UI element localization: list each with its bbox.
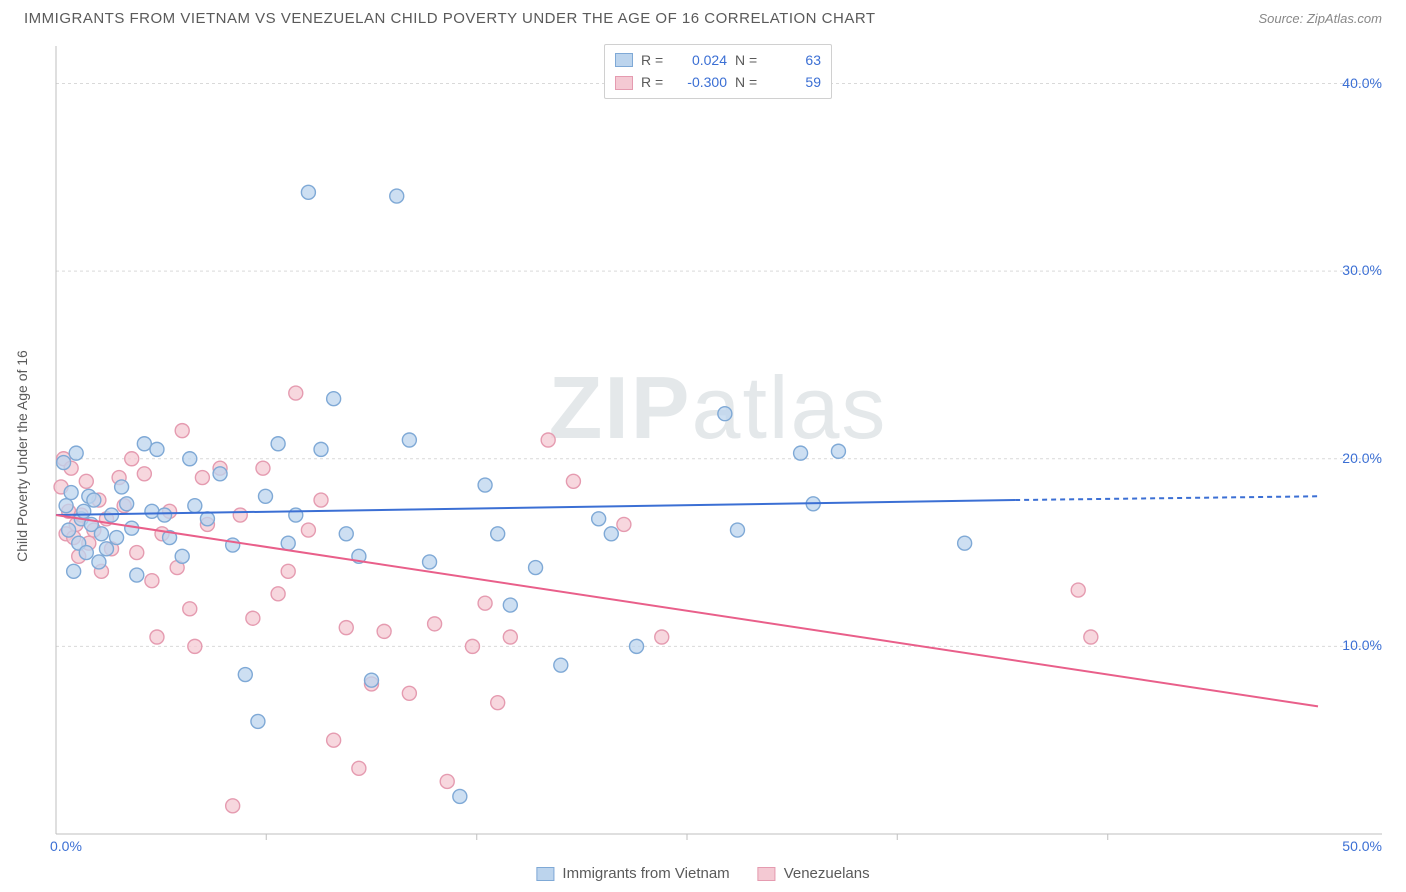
y-tick-label: 10.0% bbox=[1342, 637, 1382, 653]
legend-label-1: Immigrants from Vietnam bbox=[562, 865, 729, 882]
y-tick-label: 20.0% bbox=[1342, 450, 1382, 466]
y-tick-label: 30.0% bbox=[1342, 262, 1382, 278]
swatch-series-2 bbox=[615, 76, 633, 90]
legend-label-2: Venezuelans bbox=[784, 865, 870, 882]
r-value-1: 0.024 bbox=[675, 49, 727, 71]
source-link[interactable]: ZipAtlas.com bbox=[1307, 11, 1382, 26]
scatter-plot-svg bbox=[48, 44, 1388, 852]
swatch-series-2-bottom bbox=[758, 867, 776, 881]
legend-row-1: R = 0.024 N = 63 bbox=[615, 49, 821, 71]
series-Venezuelans bbox=[54, 386, 1098, 813]
legend-item-2: Venezuelans bbox=[758, 865, 870, 882]
n-value-1: 63 bbox=[769, 49, 821, 71]
source-attribution: Source: ZipAtlas.com bbox=[1258, 11, 1382, 26]
n-value-2: 59 bbox=[769, 71, 821, 93]
legend-row-2: R = -0.300 N = 59 bbox=[615, 71, 821, 93]
x-origin-label: 0.0% bbox=[50, 838, 82, 854]
series-Immigrants from Vietnam bbox=[57, 185, 972, 803]
y-axis-label: Child Poverty Under the Age of 16 bbox=[14, 350, 30, 562]
chart-title: IMMIGRANTS FROM VIETNAM VS VENEZUELAN CH… bbox=[24, 10, 876, 27]
series-legend: Immigrants from Vietnam Venezuelans bbox=[536, 865, 869, 882]
y-tick-label: 40.0% bbox=[1342, 75, 1382, 91]
chart-area: Child Poverty Under the Age of 16 ZIPatl… bbox=[48, 44, 1388, 852]
swatch-series-1-bottom bbox=[536, 867, 554, 881]
correlation-legend: R = 0.024 N = 63 R = -0.300 N = 59 bbox=[604, 44, 832, 99]
swatch-series-1 bbox=[615, 53, 633, 67]
legend-item-1: Immigrants from Vietnam bbox=[536, 865, 729, 882]
x-max-label: 50.0% bbox=[1342, 838, 1382, 854]
r-value-2: -0.300 bbox=[675, 71, 727, 93]
